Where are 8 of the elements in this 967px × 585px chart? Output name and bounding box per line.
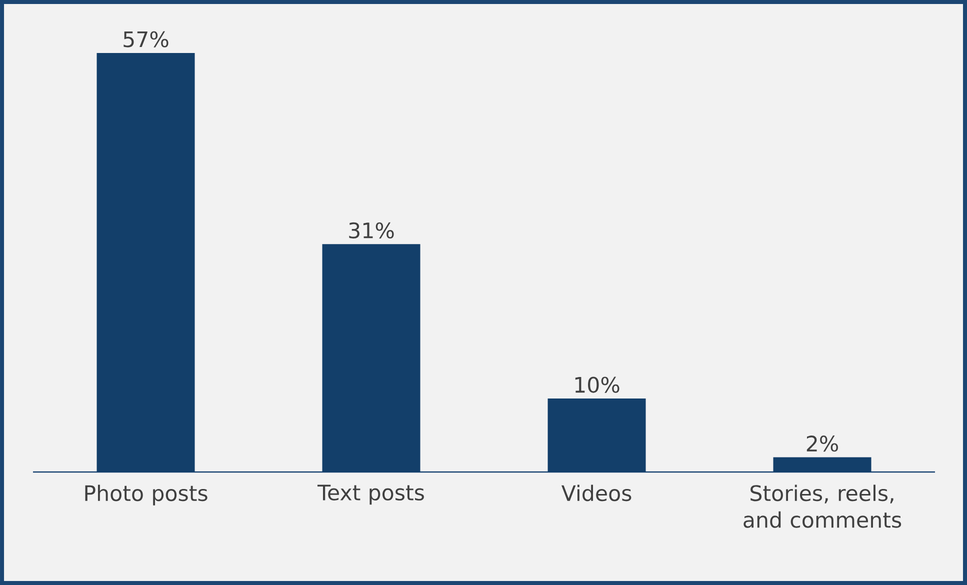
data-label: 31%	[349, 222, 394, 238]
x-tick-label: Photo posts	[85, 484, 208, 506]
x-tick-label: Text posts	[317, 484, 424, 505]
x-tick-label: Stories, reels, and comments	[744, 484, 902, 528]
data-label: 2%	[806, 436, 838, 452]
data-label: 10%	[575, 376, 620, 393]
data-label: 57%	[124, 31, 168, 48]
x-tick-label: Videos	[561, 484, 632, 502]
